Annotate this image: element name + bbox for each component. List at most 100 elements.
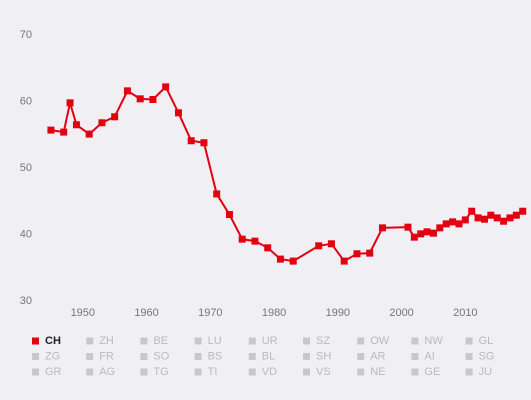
legend-label[interactable]: SO [153,350,169,362]
legend-label[interactable]: AI [424,350,434,362]
marker [461,216,469,224]
legend-swatch[interactable] [303,353,310,360]
legend-label[interactable]: GE [424,366,440,378]
legend-swatch[interactable] [303,337,310,345]
marker [98,119,106,127]
legend-swatch[interactable] [32,337,39,345]
marker [468,207,476,215]
x-tick-label: 1960 [134,307,158,319]
y-tick-label: 50 [20,162,32,174]
marker [276,255,284,263]
y-tick-label: 70 [20,29,32,41]
x-tick-label: 2010 [453,307,477,319]
legend-swatch[interactable] [411,353,419,360]
legend-label[interactable]: SG [479,350,495,362]
marker [378,224,386,232]
legend-swatch[interactable] [303,368,310,376]
legend-swatch[interactable] [465,337,473,345]
marker [264,244,272,252]
legend-label[interactable]: GL [479,335,494,347]
marker [315,242,323,250]
x-tick-label: 1970 [198,307,222,319]
legend-swatch[interactable] [140,337,148,345]
marker [436,224,444,232]
marker [417,230,425,238]
x-tick-label: 2000 [389,307,413,319]
marker [251,237,259,245]
legend-label[interactable]: VD [262,366,277,378]
marker [429,229,437,237]
legend-label[interactable]: FR [99,350,114,362]
line [50,85,524,263]
legend-swatch[interactable] [411,337,419,345]
legend-label[interactable]: JU [479,366,493,378]
legend-swatch[interactable] [465,368,473,376]
legend-swatch[interactable] [357,337,365,345]
legend-label[interactable]: TG [153,366,168,378]
legend-swatch[interactable] [194,368,202,376]
legend-swatch[interactable] [248,368,256,376]
marker [225,211,233,219]
legend-label[interactable]: LU [208,335,222,347]
marker [213,190,221,198]
marker [487,211,495,219]
marker [353,250,361,258]
legend-swatch[interactable] [357,353,365,360]
legend-label[interactable]: GR [45,366,62,378]
marker [47,126,55,134]
legend-label[interactable]: TI [208,366,218,378]
legend-swatch[interactable] [465,353,473,360]
marker [289,257,297,265]
marker [474,214,482,222]
marker [519,207,527,215]
legend-swatch[interactable] [194,337,202,345]
legend-label[interactable]: SH [316,350,331,362]
legend-label[interactable]: ZG [45,350,60,362]
legend-swatch[interactable] [32,368,39,376]
legend-swatch[interactable] [140,353,148,360]
legend-label[interactable]: CH [45,335,61,347]
marker [66,99,74,107]
legend-swatch[interactable] [411,368,419,376]
legend-label[interactable]: NE [370,366,385,378]
legend-label[interactable]: AG [99,366,115,378]
legend-swatch[interactable] [248,337,256,345]
legend-label[interactable]: NW [424,335,443,347]
marker [449,218,457,226]
legend-swatch[interactable] [140,368,148,376]
legend-swatch[interactable] [86,353,94,360]
legend-label[interactable]: BS [208,350,223,362]
legend-label[interactable]: VS [316,366,331,378]
marker [512,211,520,219]
marker [442,220,450,228]
marker [404,223,412,231]
marker [72,121,80,129]
legend-swatch[interactable] [86,337,94,345]
legend-label[interactable]: ZH [99,335,114,347]
legend-label[interactable]: BL [262,350,275,362]
legend-label[interactable]: AR [370,350,385,362]
marker [327,240,335,248]
x-tick-label: 1980 [262,307,286,319]
marker [200,139,208,147]
legend-swatch[interactable] [86,368,94,376]
marker [60,128,68,136]
y-tick-label: 30 [20,295,32,307]
marker [136,95,144,103]
marker [455,220,463,228]
marker [111,113,119,121]
legend-swatch[interactable] [194,353,202,360]
legend-label[interactable]: BE [153,335,168,347]
legend-label[interactable]: OW [370,335,390,347]
x-tick-label: 1990 [326,307,350,319]
marker [366,249,374,257]
legend-swatch[interactable] [357,368,365,376]
marker [174,109,182,117]
marker [500,217,508,225]
marker [423,228,431,236]
legend-label[interactable]: UR [262,335,278,347]
legend-swatch[interactable] [32,353,39,360]
marker [340,257,348,265]
legend-swatch[interactable] [248,353,256,360]
legend-label[interactable]: SZ [316,335,330,347]
